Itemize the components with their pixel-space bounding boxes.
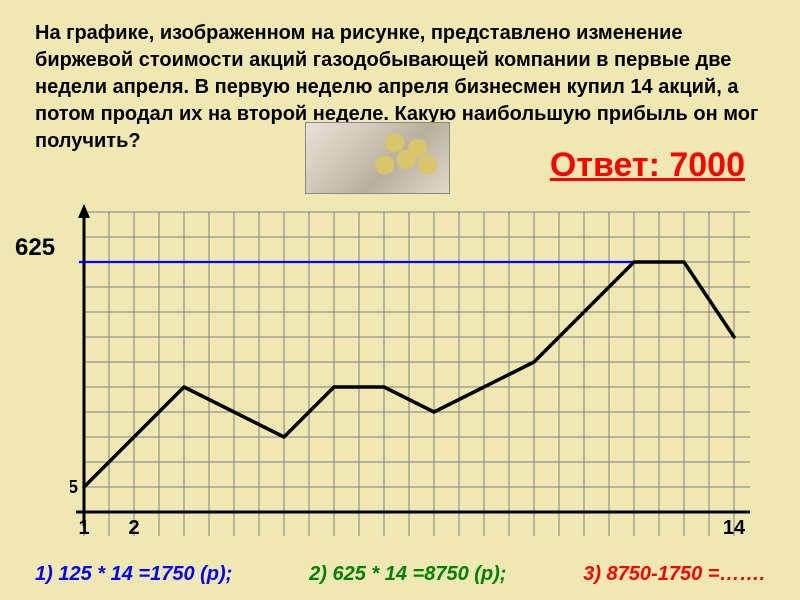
decorative-photo <box>305 122 450 194</box>
calc-1: 1) 125 * 14 =1750 (р); <box>35 563 232 586</box>
calc-3: 3) 8750-1750 =……. <box>583 563 765 586</box>
svg-text:125: 125 <box>70 477 78 497</box>
line-chart: руб.1251214 <box>70 198 750 536</box>
calculations-row: 1) 125 * 14 =1750 (р); 2) 625 * 14 =8750… <box>35 563 765 586</box>
calc-2: 2) 625 * 14 =8750 (р); <box>309 563 506 586</box>
slide: На графике, изображенном на рисунке, пре… <box>0 0 800 600</box>
svg-text:14: 14 <box>723 517 746 536</box>
svg-text:2: 2 <box>128 517 139 536</box>
answer-text: Ответ: 7000 <box>550 146 745 185</box>
svg-text:1: 1 <box>78 517 89 536</box>
chart-svg: руб.1251214 <box>70 198 750 536</box>
y-marker-625-label: 625 <box>15 234 55 262</box>
